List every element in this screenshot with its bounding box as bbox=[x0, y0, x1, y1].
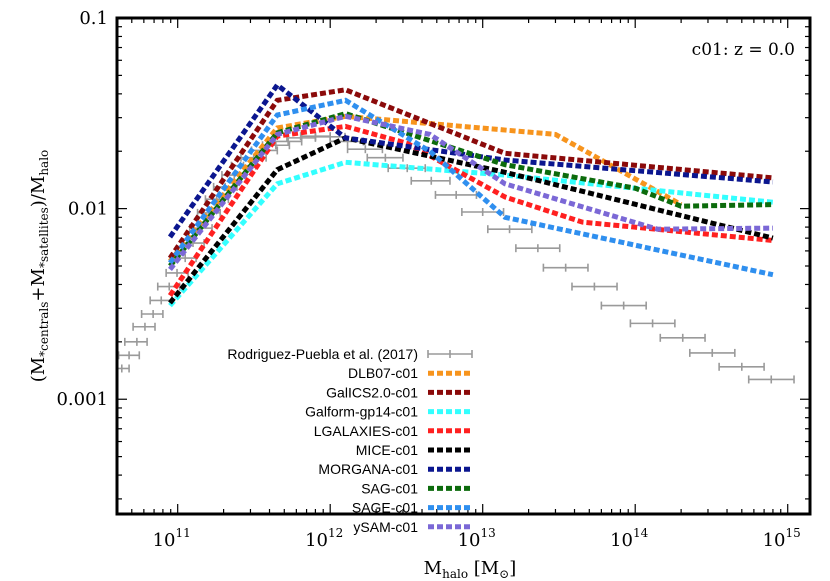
obs-point bbox=[659, 333, 706, 342]
obs-point bbox=[571, 282, 618, 291]
legend-label: Galform-gp14-c01 bbox=[305, 404, 418, 420]
obs-point bbox=[410, 176, 451, 185]
legend-entry: GalICS2.0-c01 bbox=[326, 384, 472, 400]
legend-label: SAGE-c01 bbox=[352, 500, 418, 516]
obs-point bbox=[117, 351, 141, 360]
obs-point bbox=[140, 309, 164, 318]
x-tick-label: 1013 bbox=[458, 526, 496, 551]
obs-point bbox=[124, 337, 148, 346]
x-tick-label: 1014 bbox=[610, 526, 649, 551]
legend-label: GalICS2.0-c01 bbox=[326, 384, 418, 400]
legend-label: ySAM-c01 bbox=[353, 519, 418, 535]
x-tick-label: 1012 bbox=[305, 526, 343, 551]
legend-entry: ySAM-c01 bbox=[353, 519, 472, 535]
legend-entry: MORGANA-c01 bbox=[318, 461, 472, 477]
obs-point bbox=[118, 364, 130, 373]
series-line-SAGE-c01 bbox=[167, 97, 774, 278]
legend-entry: SAGE-c01 bbox=[352, 500, 472, 516]
obs-point bbox=[486, 225, 533, 234]
series-line-GalICS2.0-c01 bbox=[167, 87, 774, 260]
obs-point bbox=[688, 348, 736, 357]
legend: Rodriguez-Puebla et al. (2017) DLB07-c01 G… bbox=[227, 346, 473, 535]
legend-label: MORGANA-c01 bbox=[318, 461, 418, 477]
obs-point bbox=[542, 263, 589, 272]
series-line-ySAM-c01 bbox=[168, 113, 773, 271]
series-line-MORGANA-c01 bbox=[167, 81, 774, 239]
legend-entry: Rodriguez-Puebla et al. (2017) bbox=[227, 346, 473, 362]
plot-frame bbox=[115, 16, 812, 516]
series-line-Galform-gp14-c01 bbox=[168, 159, 774, 308]
legend-entry: DLB07-c01 bbox=[348, 365, 472, 381]
obs-point bbox=[515, 244, 561, 253]
legend-label: MICE-c01 bbox=[356, 442, 418, 458]
obs-point bbox=[434, 190, 478, 199]
y-tick-label: 0.01 bbox=[68, 199, 108, 220]
legend-label: LGALAXIES-c01 bbox=[314, 423, 418, 439]
obs-point bbox=[747, 375, 795, 384]
obs-point bbox=[346, 145, 384, 154]
legend-entry: Galform-gp14-c01 bbox=[305, 404, 472, 420]
obs-point bbox=[629, 319, 676, 328]
y-tick-label: 0.001 bbox=[56, 389, 108, 410]
obs-point bbox=[132, 322, 156, 331]
y-axis-title: (M*centrals+M*satellites)/Mhalo bbox=[28, 150, 51, 383]
obs-point bbox=[718, 362, 765, 371]
legend-label: DLB07-c01 bbox=[348, 365, 418, 381]
y-tick-label: 0.1 bbox=[79, 8, 108, 29]
series-line-DLB07-c01 bbox=[168, 113, 683, 263]
annotation-label: c01: z = 0.0 bbox=[692, 40, 795, 60]
obs-point bbox=[600, 301, 647, 310]
legend-entry: LGALAXIES-c01 bbox=[314, 423, 472, 439]
legend-entry: SAG-c01 bbox=[361, 480, 472, 496]
x-axis-title: Mhalo [M⊙] bbox=[424, 558, 517, 581]
legend-label: Rodriguez-Puebla et al. (2017) bbox=[227, 346, 418, 362]
model-series bbox=[167, 81, 774, 308]
x-tick-label: 1011 bbox=[153, 526, 191, 551]
x-tick-label: 1015 bbox=[763, 526, 801, 551]
legend-entry: MICE-c01 bbox=[356, 442, 472, 458]
legend-label: SAG-c01 bbox=[361, 480, 418, 496]
obs-point bbox=[366, 153, 404, 162]
